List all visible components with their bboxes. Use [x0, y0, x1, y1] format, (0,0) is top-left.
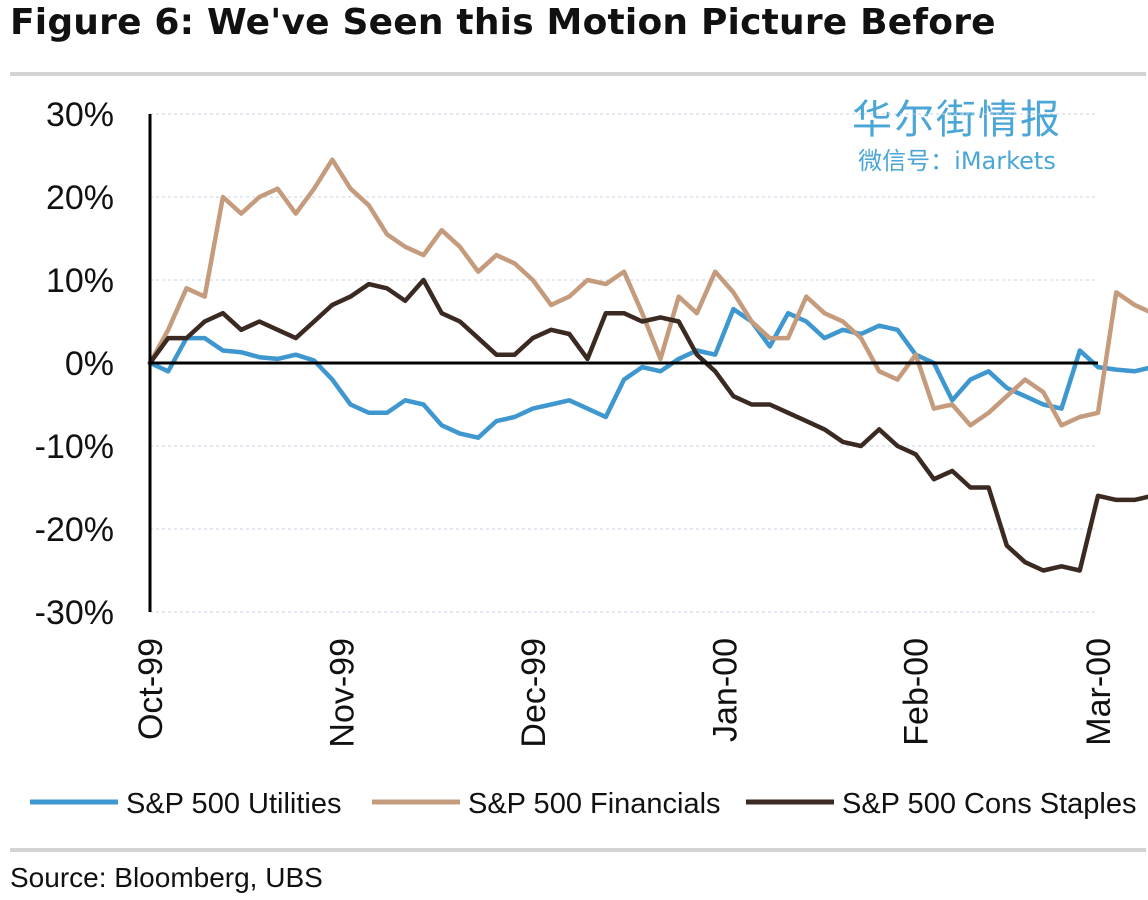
legend-label: S&P 500 Utilities	[126, 788, 341, 820]
bottom-divider	[10, 848, 1146, 852]
axes	[148, 114, 1098, 612]
series-line	[147, 306, 1148, 440]
x-tick-labels: Oct-99 Nov-99 Dec-99 Jan-00 Feb-00 Mar-00	[132, 638, 1118, 748]
line-chart: 30% 20% 10% 0% -10% -20% -30% Oct-99 Nov-99 Dec-…	[30, 96, 1148, 820]
watermark-sub: 微信号：iMarkets	[858, 147, 1056, 175]
top-divider	[10, 72, 1146, 76]
watermark-main: 华尔街情报	[852, 97, 1062, 143]
y-tick-label: -30%	[35, 594, 114, 632]
y-tick-label: 20%	[46, 179, 114, 217]
y-tick-label: 0%	[65, 345, 114, 383]
x-tick-label: Jan-00	[706, 638, 744, 742]
figure-title: Figure 6: We've Seen this Motion Picture…	[10, 2, 996, 43]
series-line	[147, 157, 1148, 428]
series-lines	[147, 157, 1148, 573]
series-line	[147, 277, 1148, 573]
legend-label: S&P 500 Financials	[468, 788, 721, 820]
y-tick-label: -20%	[35, 511, 114, 549]
y-tick-label: 30%	[46, 96, 114, 134]
legend-label: S&P 500 Cons Staples	[842, 788, 1137, 820]
y-tick-label: -10%	[35, 428, 114, 466]
y-tick-labels: 30% 20% 10% 0% -10% -20% -30%	[35, 96, 114, 632]
x-tick-label: Feb-00	[898, 638, 936, 746]
x-tick-label: Dec-99	[515, 638, 553, 748]
x-tick-label: Nov-99	[323, 638, 361, 748]
legend: S&P 500 Utilities S&P 500 Financials S&P 5…	[30, 788, 1137, 820]
source-note: Source: Bloomberg, UBS	[10, 862, 323, 893]
watermark: 华尔街情报 微信号：iMarkets	[852, 96, 1062, 178]
x-tick-label: Oct-99	[132, 638, 170, 740]
y-tick-label: 10%	[46, 262, 114, 300]
x-tick-label: Mar-00	[1080, 638, 1118, 746]
